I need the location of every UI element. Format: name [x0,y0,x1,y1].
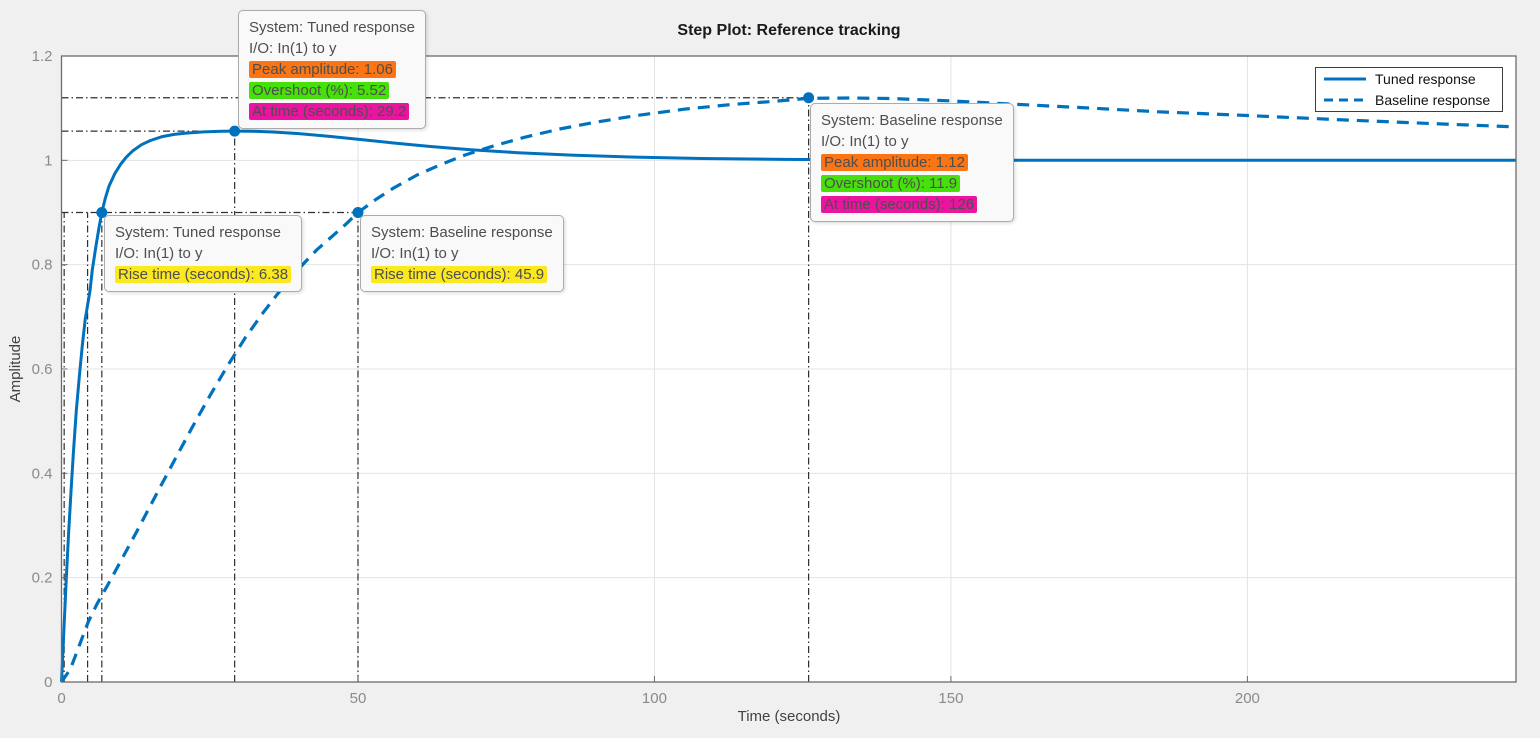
datatip-baseline-peak[interactable]: System: Baseline response I/O: In(1) to … [810,103,1014,222]
y-tick-label: 0.8 [32,257,53,274]
datatip-io-text: I/O: In(1) to y [371,245,459,262]
y-tick-label: 0.4 [32,465,53,482]
legend-line-solid-icon [1324,77,1366,81]
datatip-rise-time: Rise time (seconds): 45.9 [371,264,553,285]
y-tick-label: 1.2 [32,48,53,65]
characteristic-marker-dot[interactable] [96,207,108,218]
datatip-io-text: I/O: In(1) to y [249,40,337,57]
x-axis-label: Time (seconds) [737,708,841,725]
datatip-tuned-rise[interactable]: System: Tuned response I/O: In(1) to y R… [104,215,303,292]
datatip-overshoot: Overshoot (%): 5.52 [249,80,415,101]
datatip-system-text: System: Baseline response [371,224,553,241]
datatip-system-text: System: Tuned response [249,19,415,36]
plot-title: Step Plot: Reference tracking [677,22,901,39]
y-tick-label: 0 [44,674,52,691]
datatip-system-text: System: Tuned response [115,224,281,241]
legend-item-baseline[interactable]: Baseline response [1322,91,1496,110]
datatip-peak-amplitude: Peak amplitude: 1.12 [821,152,1003,173]
legend-label-tuned: Tuned response [1375,71,1476,88]
datatip-system-text: System: Baseline response [821,112,1003,129]
y-axis-label: Amplitude [7,335,24,403]
y-tick-label: 0.2 [32,570,53,587]
x-tick-label: 50 [350,690,367,707]
datatip-rise-time: Rise time (seconds): 6.38 [115,264,292,285]
characteristic-marker-dot[interactable] [803,92,815,104]
characteristic-marker-dot[interactable] [229,125,241,137]
x-tick-label: 150 [938,690,963,707]
datatip-overshoot: Overshoot (%): 11.9 [821,173,1003,194]
x-tick-label: 200 [1235,690,1260,707]
tuned-response-curve[interactable] [60,129,1517,683]
legend[interactable]: Tuned response Baseline response [1315,67,1503,112]
datatip-io-text: I/O: In(1) to y [821,133,909,150]
legend-item-tuned[interactable]: Tuned response [1322,70,1496,89]
datatip-peak-amplitude: Peak amplitude: 1.06 [249,59,415,80]
datatip-io-text: I/O: In(1) to y [115,245,203,262]
datatip-baseline-rise[interactable]: System: Baseline response I/O: In(1) to … [360,215,564,292]
legend-label-baseline: Baseline response [1375,91,1491,108]
legend-line-dashed-icon [1324,98,1366,102]
x-tick-label: 0 [57,690,65,707]
baseline-response-curve[interactable] [60,96,1517,683]
y-tick-label: 1 [44,152,52,169]
y-tick-label: 0.6 [32,361,53,378]
x-tick-label: 100 [642,690,667,707]
datatip-at-time: At time (seconds): 126 [821,194,1003,215]
datatip-at-time: At time (seconds): 29.2 [249,101,415,122]
datatip-tuned-peak[interactable]: System: Tuned response I/O: In(1) to y P… [238,10,426,129]
